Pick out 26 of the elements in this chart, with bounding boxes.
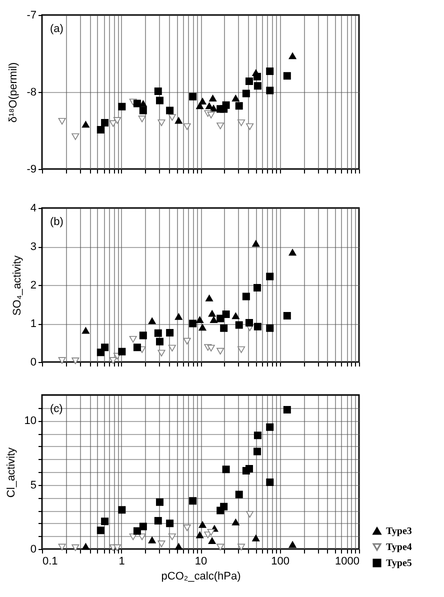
y-tick-label: 4	[30, 202, 36, 214]
x-tick-label: 1000	[335, 556, 360, 568]
x-tick-label: 1	[118, 556, 125, 568]
y-tick-label: 0	[30, 356, 36, 368]
y-tick-label: -8	[26, 86, 36, 98]
y-tick-label: -9	[26, 164, 36, 176]
x-axis-title: pCO₂_calc(hPa)	[161, 570, 241, 582]
legend-label: Type5	[386, 558, 412, 569]
x-tick-label: 0.1	[42, 556, 58, 568]
x-tick-label: 10	[194, 556, 208, 568]
y-axis-title: δ¹⁸O(permil)	[8, 62, 20, 123]
x-tick-label: 100	[271, 556, 290, 568]
y-tick-label: 0	[30, 544, 36, 556]
legend-label: Type3	[386, 526, 412, 537]
y-axis-title: SO₄_activity	[11, 254, 24, 316]
annotation: (a)	[50, 23, 64, 35]
y-tick-label: 1	[30, 318, 36, 330]
y-tick-label: 3	[30, 241, 36, 253]
annotation: (c)	[50, 403, 63, 415]
y-tick-label: 5	[30, 479, 36, 492]
y-tick-label: 10	[24, 415, 36, 428]
y-tick-label: 2	[30, 280, 36, 292]
y-axis-title: Cl_activity	[5, 446, 18, 498]
y-tick-label: -7	[26, 10, 36, 22]
legend-label: Type4	[386, 542, 412, 553]
annotation: (b)	[50, 216, 64, 228]
